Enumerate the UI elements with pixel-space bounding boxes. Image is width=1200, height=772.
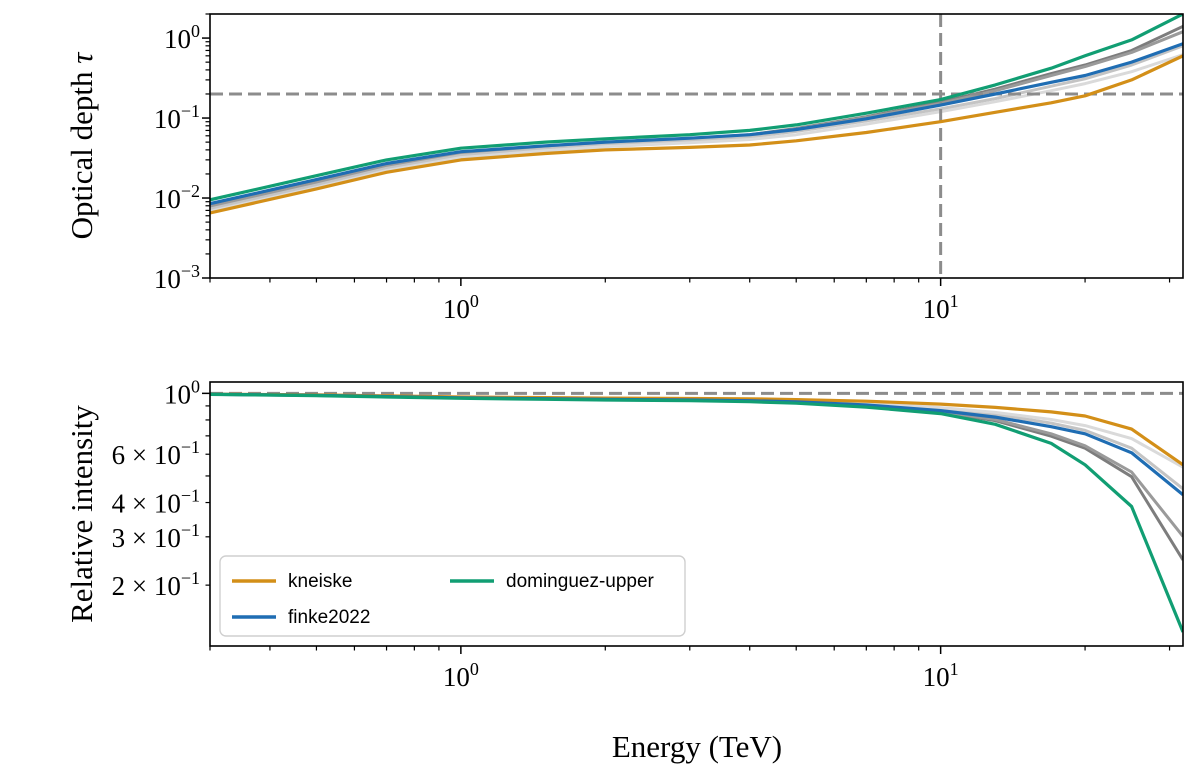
x-tick-label: 100	[443, 291, 479, 324]
y-tick-label: 100	[164, 376, 200, 409]
series-line-dominguez-upper	[210, 14, 1183, 202]
y-tick-exponent: −1	[181, 486, 200, 506]
x-tick-exponent: 0	[470, 291, 479, 311]
plot-area	[210, 14, 1183, 278]
x-tick-exponent: 0	[470, 659, 479, 679]
y-tick-exponent: −3	[181, 261, 200, 281]
y-axis-title-symbol: τ	[64, 51, 99, 72]
y-axis-title-text: Optical depth	[64, 71, 99, 239]
y-axis-title-text: Relative intensity	[64, 405, 99, 623]
legend-label-kneiske: kneiske	[288, 571, 352, 592]
x-tick-base: 10	[923, 294, 950, 324]
y-tick-exponent: −1	[181, 437, 200, 457]
axes-frame	[209, 381, 1184, 647]
y-tick-label: 10−2	[154, 181, 200, 214]
x-tick-exponent: 1	[950, 659, 959, 679]
x-tick-label: 100	[443, 659, 479, 692]
series-line-dominguez-upper	[210, 392, 1183, 633]
background-series-line	[210, 392, 1183, 538]
series-line-kneiske	[210, 54, 1183, 215]
y-axis-title: Relative intensity	[64, 405, 99, 623]
y-tick-base: 10	[154, 104, 181, 134]
y-tick-label: 6 × 10−1	[112, 437, 200, 470]
plot-area	[210, 391, 1183, 633]
y-tick-mantissa: 6 ×	[112, 440, 154, 470]
y-tick-base: 10	[154, 489, 181, 519]
x-tick-exponent: 1	[950, 291, 959, 311]
background-series-line	[210, 53, 1183, 213]
y-tick-label: 4 × 10−1	[112, 486, 200, 519]
y-tick-label: 10−1	[154, 101, 200, 134]
y-axis-title: Optical depth τ	[64, 51, 99, 240]
y-tick-exponent: −1	[181, 101, 200, 121]
x-axis-title: Energy (TeV)	[612, 729, 782, 764]
legend: kneiske finke2022 dominguez-upper	[219, 555, 686, 637]
y-tick-base: 10	[154, 264, 181, 294]
y-tick-exponent: 0	[191, 376, 200, 396]
y-tick-base: 10	[164, 379, 191, 409]
background-series-line	[210, 392, 1183, 490]
x-tick-base: 10	[443, 662, 470, 692]
y-tick-mantissa: 3 ×	[112, 523, 154, 553]
background-series-line	[210, 44, 1183, 211]
x-tick-label: 101	[923, 291, 959, 324]
x-tick-base: 10	[923, 662, 950, 692]
legend-label-dominguez-upper: dominguez-upper	[506, 571, 655, 592]
x-tick-label: 101	[923, 659, 959, 692]
y-tick-base: 10	[154, 523, 181, 553]
y-tick-base: 10	[154, 571, 181, 601]
y-tick-exponent: −1	[181, 520, 200, 540]
y-tick-base: 10	[164, 24, 191, 54]
y-tick-label: 10−3	[154, 261, 200, 294]
y-tick-exponent: −2	[181, 181, 200, 201]
y-tick-exponent: 0	[191, 21, 200, 41]
y-tick-base: 10	[154, 184, 181, 214]
axes-frame	[209, 13, 1184, 279]
y-tick-exponent: −1	[181, 568, 200, 588]
legend-label-finke2022: finke2022	[288, 607, 370, 628]
series-line-finke2022	[210, 42, 1183, 206]
y-tick-base: 10	[154, 440, 181, 470]
y-tick-label: 2 × 10−1	[112, 568, 200, 601]
y-tick-mantissa: 2 ×	[112, 571, 154, 601]
y-tick-label: 3 × 10−1	[112, 520, 200, 553]
y-tick-mantissa: 4 ×	[112, 489, 154, 519]
x-tick-base: 10	[443, 294, 470, 324]
legend-frame	[219, 555, 686, 637]
y-tick-label: 100	[164, 21, 200, 54]
